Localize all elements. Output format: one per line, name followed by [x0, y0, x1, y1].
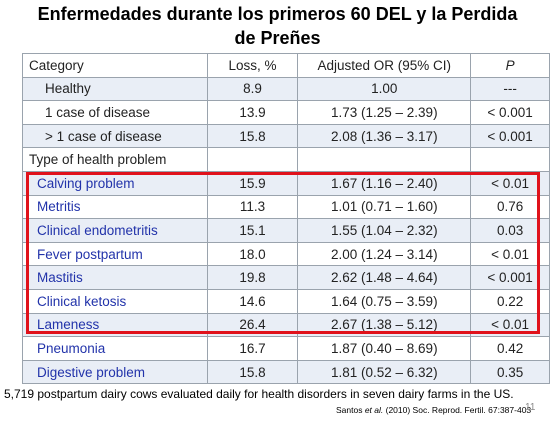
- row-adjusted-or: 1.01 (0.71 – 1.60): [297, 194, 472, 220]
- row-category: Healthy: [22, 76, 208, 102]
- row-adjusted-or: 1.73 (1.25 – 2.39): [297, 100, 472, 125]
- row-p-value: 0.76: [470, 194, 550, 220]
- row-adjusted-or: [297, 147, 472, 172]
- row-p-value: < 0.001: [470, 265, 550, 290]
- row-category: Lameness: [22, 312, 208, 338]
- citation-etal: et al.: [364, 405, 384, 415]
- row-loss: 14.6: [206, 288, 299, 314]
- header-category: Category: [22, 53, 208, 78]
- row-category: Fever postpartum: [22, 241, 208, 267]
- row-adjusted-or: 1.81 (0.52 – 6.32): [297, 359, 472, 385]
- header-loss: Loss, %: [206, 53, 299, 78]
- row-loss: 16.7: [206, 336, 299, 361]
- row-loss: [206, 147, 299, 172]
- row-adjusted-or: 1.87 (0.40 – 8.69): [297, 336, 472, 361]
- row-adjusted-or: 2.67 (1.38 – 5.12): [297, 312, 472, 338]
- table-row: Lameness 26.4 2.67 (1.38 – 5.12) < 0.01: [22, 312, 550, 338]
- table-row: 1 case of disease 13.9 1.73 (1.25 – 2.39…: [22, 100, 550, 125]
- citation: Santos et al. (2010) Soc. Reprod. Fertil…: [336, 405, 531, 415]
- row-loss: 11.3: [206, 194, 299, 220]
- row-p-value: < 0.01: [470, 312, 550, 338]
- slide-title: Enfermedades durante los primeros 60 DEL…: [0, 0, 555, 50]
- table-row: Fever postpartum 18.0 2.00 (1.24 – 3.14)…: [22, 241, 550, 267]
- row-adjusted-or: 1.00: [297, 76, 472, 102]
- row-category: Mastitis: [22, 265, 208, 290]
- row-category: 1 case of disease: [22, 100, 208, 125]
- row-p-value: 0.22: [470, 288, 550, 314]
- row-p-value: < 0.001: [470, 123, 550, 149]
- row-p-value: < 0.01: [470, 241, 550, 267]
- citation-authors: Santos: [336, 405, 365, 415]
- section-label: Type of health problem: [22, 147, 208, 172]
- table-row: > 1 case of disease 15.8 2.08 (1.36 – 3.…: [22, 123, 550, 149]
- row-loss: 15.8: [206, 123, 299, 149]
- citation-source: (2010) Soc. Reprod. Fertil. 67:387-403: [383, 405, 532, 415]
- table-row: Mastitis 19.8 2.62 (1.48 – 4.64) < 0.001: [22, 265, 550, 290]
- row-loss: 19.8: [206, 265, 299, 290]
- table-row: Clinical endometritis 15.1 1.55 (1.04 – …: [22, 218, 550, 243]
- footnote: 5,719 postpartum dairy cows evaluated da…: [4, 387, 514, 401]
- row-category: Clinical ketosis: [22, 288, 208, 314]
- row-category: Metritis: [22, 194, 208, 220]
- title-line-1: Enfermedades durante los primeros 60 DEL…: [37, 4, 518, 24]
- row-p-value: < 0.01: [470, 170, 550, 196]
- table-row: Calving problem 15.9 1.67 (1.16 – 2.40) …: [22, 170, 550, 196]
- row-loss: 15.8: [206, 359, 299, 385]
- table-row-section-header: Type of health problem: [22, 147, 550, 172]
- row-category: Clinical endometritis: [22, 218, 208, 243]
- row-p-value: ---: [470, 76, 550, 102]
- page-number: 11: [525, 402, 536, 413]
- row-loss: 8.9: [206, 76, 299, 102]
- results-table: Category Loss, % Adjusted OR (95% CI) P …: [22, 53, 550, 385]
- header-p-value: P: [470, 53, 550, 78]
- row-p-value: 0.03: [470, 218, 550, 243]
- header-adjusted-or: Adjusted OR (95% CI): [297, 53, 472, 78]
- table-row: Healthy 8.9 1.00 ---: [22, 76, 550, 102]
- row-loss: 13.9: [206, 100, 299, 125]
- table-row: Clinical ketosis 14.6 1.64 (0.75 – 3.59)…: [22, 288, 550, 314]
- table-row: Pneumonia 16.7 1.87 (0.40 – 8.69) 0.42: [22, 336, 550, 361]
- row-adjusted-or: 2.62 (1.48 – 4.64): [297, 265, 472, 290]
- row-loss: 15.1: [206, 218, 299, 243]
- row-adjusted-or: 1.64 (0.75 – 3.59): [297, 288, 472, 314]
- row-adjusted-or: 2.08 (1.36 – 3.17): [297, 123, 472, 149]
- row-loss: 26.4: [206, 312, 299, 338]
- row-loss: 15.9: [206, 170, 299, 196]
- row-adjusted-or: 1.67 (1.16 – 2.40): [297, 170, 472, 196]
- row-p-value: 0.42: [470, 336, 550, 361]
- table-row: Digestive problem 15.8 1.81 (0.52 – 6.32…: [22, 359, 550, 385]
- row-loss: 18.0: [206, 241, 299, 267]
- row-p-value: [470, 147, 550, 172]
- row-p-value: 0.35: [470, 359, 550, 385]
- title-line-2: de Preñes: [234, 28, 321, 48]
- row-adjusted-or: 1.55 (1.04 – 2.32): [297, 218, 472, 243]
- row-category: Digestive problem: [22, 359, 208, 385]
- table-header-row: Category Loss, % Adjusted OR (95% CI) P: [22, 53, 550, 78]
- row-category: Calving problem: [22, 170, 208, 196]
- row-p-value: < 0.001: [470, 100, 550, 125]
- row-category: > 1 case of disease: [22, 123, 208, 149]
- row-category: Pneumonia: [22, 336, 208, 361]
- table-row: Metritis 11.3 1.01 (0.71 – 1.60) 0.76: [22, 194, 550, 220]
- row-adjusted-or: 2.00 (1.24 – 3.14): [297, 241, 472, 267]
